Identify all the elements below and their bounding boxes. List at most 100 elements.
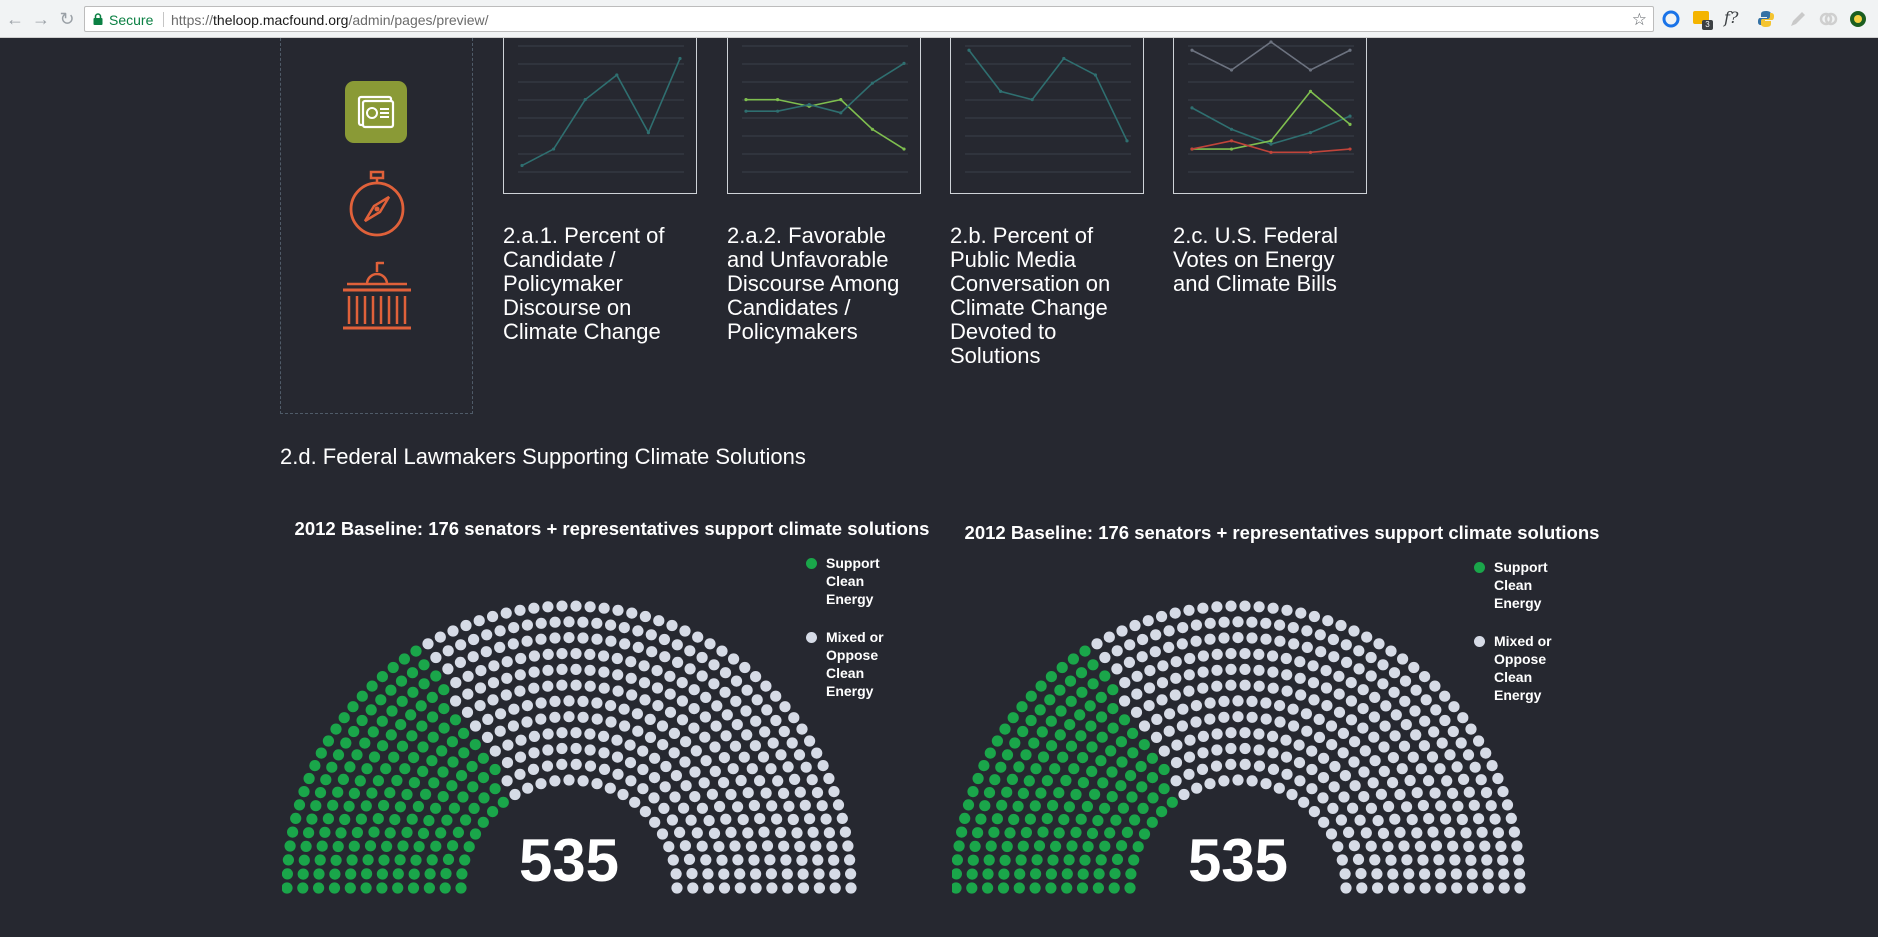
- seat-mixed: [1197, 682, 1209, 694]
- indicator-title-2a2[interactable]: 2.a.2. Favorable and Unfavorable Discour…: [727, 223, 900, 344]
- seat-support: [1109, 868, 1121, 880]
- pencil-icon[interactable]: [1788, 9, 1808, 29]
- seat-mixed: [1313, 731, 1326, 743]
- seat-support: [1031, 854, 1043, 866]
- seat-support: [983, 854, 995, 866]
- forward-icon[interactable]: →: [32, 9, 50, 29]
- seat-mixed: [1130, 706, 1143, 718]
- extension-circle-icon[interactable]: [1661, 9, 1681, 29]
- seat-mixed: [1178, 788, 1190, 801]
- compass-icon[interactable]: [347, 170, 407, 238]
- indicator-title-2a1[interactable]: 2.a.1. Percent of Candidate / Policymake…: [503, 223, 665, 344]
- seat-mixed: [500, 689, 512, 701]
- indicator-title-2b[interactable]: 2.b. Percent of Public Media Conversatio…: [950, 223, 1111, 368]
- seat-mixed: [657, 739, 669, 751]
- seat-mixed: [1253, 648, 1265, 660]
- seat-mixed: [528, 730, 540, 742]
- seat-mixed: [1295, 689, 1307, 701]
- seat-mixed: [549, 695, 561, 707]
- seat-mixed: [770, 690, 782, 702]
- seat-mixed: [729, 840, 741, 852]
- seat-mixed: [813, 868, 825, 880]
- thumb-data-point: [1229, 139, 1234, 143]
- seat-mixed: [781, 868, 793, 880]
- seat-mixed: [1388, 667, 1401, 679]
- seat-mixed: [1253, 664, 1265, 676]
- indicator-thumbnail-2b[interactable]: [950, 38, 1144, 194]
- seat-mixed: [1197, 602, 1209, 614]
- bookmark-star-icon[interactable]: ☆: [1631, 10, 1647, 29]
- seat-mixed: [1400, 719, 1412, 731]
- indicator-thumbnail-2c[interactable]: [1173, 38, 1367, 194]
- seat-mixed: [731, 719, 743, 731]
- seat-support: [401, 826, 413, 838]
- extension-fx-icon[interactable]: f?: [1724, 8, 1739, 27]
- seat-support: [1092, 815, 1104, 827]
- seat-mixed: [651, 665, 663, 677]
- seat-support: [1050, 840, 1062, 852]
- extension-green-icon[interactable]: [1848, 9, 1868, 29]
- seat-mixed: [1169, 689, 1181, 701]
- seat-support: [1146, 752, 1158, 764]
- seat-mixed: [782, 761, 794, 773]
- seat-mixed: [1218, 632, 1230, 644]
- seat-mixed: [1211, 744, 1223, 756]
- thumb-data-point: [839, 98, 843, 102]
- indicator-thumbnail-2a2[interactable]: [727, 38, 921, 194]
- seat-mixed: [789, 773, 801, 785]
- capitol-icon[interactable]: [339, 260, 415, 336]
- seat-mixed: [1343, 826, 1355, 838]
- parliament-seats-left: [282, 600, 857, 894]
- seat-support: [367, 726, 379, 738]
- seat-mixed: [672, 656, 684, 668]
- seat-support: [330, 854, 342, 866]
- seat-mixed: [1410, 729, 1422, 741]
- seat-support: [1099, 802, 1111, 814]
- seat-mixed: [668, 727, 680, 739]
- seat-support: [1125, 868, 1137, 880]
- seat-mixed: [797, 882, 810, 894]
- url-text[interactable]: https://theloop.macfound.org/admin/pages…: [171, 12, 489, 28]
- seat-mixed: [676, 677, 688, 689]
- back-icon[interactable]: ←: [6, 9, 24, 29]
- seat-mixed: [1462, 749, 1475, 761]
- seat-mixed: [1372, 815, 1384, 827]
- dashboard-icon[interactable]: [345, 81, 407, 143]
- seat-mixed: [1218, 711, 1230, 723]
- python-icon[interactable]: [1756, 9, 1776, 29]
- seat-support: [467, 781, 479, 793]
- indicator-thumbnail-2a1[interactable]: [503, 38, 697, 194]
- seat-support: [327, 799, 339, 811]
- seat-mixed: [716, 645, 728, 657]
- seat-mixed: [667, 854, 679, 866]
- seat-mixed: [823, 827, 836, 839]
- indicator-title-2c[interactable]: 2.c. U.S. Federal Votes on Energy and Cl…: [1173, 223, 1339, 296]
- legend-dot-mixed: [1474, 636, 1485, 647]
- seat-mixed: [1458, 773, 1470, 785]
- seat-mixed: [761, 704, 773, 716]
- link-icon[interactable]: [1818, 9, 1838, 29]
- seat-mixed: [450, 677, 462, 689]
- seat-support: [466, 760, 478, 773]
- seat-mixed: [714, 800, 726, 813]
- extension-badge-icon[interactable]: 3: [1693, 9, 1713, 30]
- seat-support: [405, 709, 417, 721]
- address-bar[interactable]: Secure https://theloop.macfound.org/admi…: [84, 6, 1654, 32]
- seat-mixed: [1415, 763, 1427, 775]
- seat-mixed: [1124, 639, 1136, 651]
- thumb-data-point: [1030, 98, 1034, 102]
- reload-icon[interactable]: ↻: [59, 9, 75, 29]
- thumb-series-line: [746, 98, 905, 150]
- seat-mixed: [1480, 747, 1492, 759]
- seat-support: [319, 826, 331, 838]
- seat-mixed: [750, 671, 762, 683]
- seat-mixed: [788, 712, 800, 724]
- seat-mixed: [1211, 728, 1223, 740]
- seat-mixed: [632, 725, 644, 737]
- seat-mixed: [664, 670, 676, 682]
- seat-mixed: [663, 841, 675, 853]
- seat-mixed: [730, 675, 743, 687]
- seat-mixed: [619, 720, 631, 732]
- legend-dot-mixed: [806, 632, 817, 643]
- thumb-data-point: [552, 147, 556, 151]
